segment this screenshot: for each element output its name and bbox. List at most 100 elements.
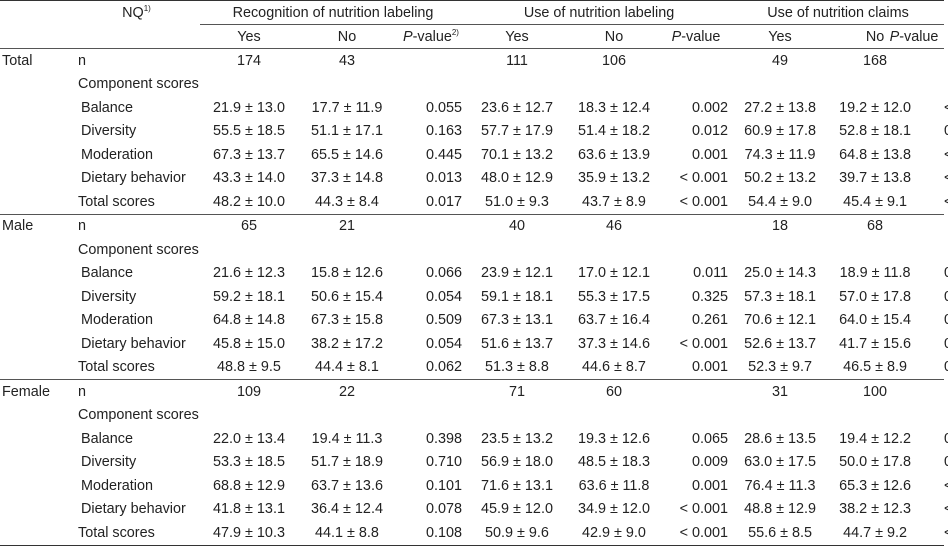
group-label: Female <box>0 379 73 404</box>
n-label: n <box>73 379 200 404</box>
score-cell: 51.3 ± 8.8 <box>485 359 549 376</box>
score-cell: 44.7 ± 9.2 <box>828 521 923 546</box>
score-cell: 36.4 ± 12.4 <box>311 501 383 518</box>
n-row: Female n 109 22 71 60 31 100 <box>0 379 945 404</box>
score-cell: 64.8 ± 13.8 <box>839 146 911 163</box>
group-label: Male <box>0 213 73 238</box>
p-value-cell: 0.325 <box>692 288 729 305</box>
table-row: Diversity 59.2 ± 18.1 50.6 ± 15.4 0.054 59.1… <box>0 285 948 309</box>
n-value: 168 <box>863 52 888 69</box>
score-cell: 19.4 ± 11.3 <box>311 430 383 447</box>
score-cell: 76.4 ± 11.3 <box>744 477 816 494</box>
score-cell: 63.7 ± 13.6 <box>311 477 383 494</box>
score-cell: 18.3 ± 12.4 <box>578 99 650 116</box>
n-label: n <box>73 213 200 238</box>
score-cell: 51.0 ± 9.3 <box>485 193 549 210</box>
row-label: Diversity <box>81 123 137 140</box>
p-value-cell: < 0.001 <box>679 335 729 352</box>
n-value: 49 <box>772 52 789 69</box>
p-value-cell: 0.445 <box>425 146 462 163</box>
p-value-cell: 0.398 <box>425 430 462 447</box>
p-value-cell: 0.019 <box>944 356 948 380</box>
row-label: Moderation <box>81 146 153 163</box>
score-cell: 19.4 ± 12.2 <box>839 430 911 447</box>
n-value: 100 <box>828 379 923 404</box>
row-label: Balance <box>81 99 134 116</box>
p-value-cell: 0.710 <box>425 454 462 471</box>
p-value-cell: 0.078 <box>425 501 462 518</box>
score-cell: 44.1 ± 8.8 <box>298 521 396 546</box>
row-label: Total scores <box>73 521 200 546</box>
component-scores-row: Component scores <box>0 404 944 428</box>
score-cell: 47.9 ± 10.3 <box>200 521 298 546</box>
score-cell: 48.2 ± 10.0 <box>213 193 285 210</box>
p-value-cell: < 0.001 <box>944 143 948 167</box>
score-cell: 34.9 ± 12.0 <box>578 501 650 518</box>
yes-header: Yes <box>466 24 568 49</box>
n-value: 21 <box>298 213 396 238</box>
score-cell: 44.4 ± 8.1 <box>315 359 379 376</box>
score-cell: 52.3 ± 9.7 <box>748 359 812 376</box>
score-cell: 23.5 ± 13.2 <box>481 430 553 447</box>
n-value: 71 <box>466 379 568 404</box>
group-header-use-labeling: Use of nutrition labeling <box>466 0 733 25</box>
n-value: 174 <box>236 52 261 69</box>
score-cell: 38.2 ± 12.3 <box>839 501 911 518</box>
n-value: 22 <box>298 379 396 404</box>
score-cell: 71.6 ± 13.1 <box>481 477 553 494</box>
score-cell: 27.2 ± 13.8 <box>744 99 816 116</box>
yes-header: Yes <box>200 24 298 49</box>
score-cell: 39.7 ± 13.8 <box>839 170 911 187</box>
score-cell: 52.6 ± 13.7 <box>744 335 816 352</box>
n-value: 60 <box>568 379 660 404</box>
n-value: 109 <box>200 379 298 404</box>
p-value-cell: 0.261 <box>692 312 729 329</box>
p-value-cell: < 0.001 <box>679 501 729 518</box>
p-value-cell: < 0.001 <box>944 474 948 498</box>
p-value-cell: < 0.001 <box>944 167 948 191</box>
table-row: Diversity 55.5 ± 18.5 51.1 ± 17.1 0.163 57.7… <box>0 120 948 144</box>
row-label: Total scores <box>78 193 155 210</box>
p-value-cell: 0.067 <box>944 262 948 286</box>
total-row: Total scores 48.8 ± 9.5 44.4 ± 8.1 0.062 51.… <box>0 356 948 380</box>
n-row: Total n 174 43 111 106 49 168 <box>0 49 944 73</box>
n-value: 68 <box>828 213 923 238</box>
n-value: 46 <box>568 213 660 238</box>
score-cell: 48.0 ± 12.9 <box>481 170 553 187</box>
p-value-cell: 0.011 <box>693 265 729 282</box>
score-cell: 63.7 ± 16.4 <box>578 312 650 329</box>
p-value-cell: 0.002 <box>692 99 729 116</box>
row-label: Total scores <box>78 359 155 376</box>
p-value-cell: 0.013 <box>425 170 462 187</box>
p-value-cell: 0.001 <box>692 359 729 376</box>
n-value: 43 <box>338 52 355 69</box>
score-cell: 21.9 ± 13.0 <box>213 99 285 116</box>
nq-header: NQ1) <box>73 0 200 25</box>
p-value-cell: < 0.001 <box>679 170 729 187</box>
p-value-cell: 0.097 <box>944 309 948 333</box>
row-label: Moderation <box>81 312 153 329</box>
group-header-recognition: Recognition of nutrition labeling <box>200 0 466 25</box>
p-value-cell: 0.163 <box>425 123 462 140</box>
p-value-cell: 0.062 <box>425 359 462 376</box>
header-row-subcols: Yes No P-value2) Yes No P-value Yes No P… <box>0 24 945 49</box>
n-value: 65 <box>200 213 298 238</box>
score-cell: 53.3 ± 18.5 <box>213 454 285 471</box>
p-value-cell: 0.001 <box>692 146 729 163</box>
score-cell: 50.9 ± 9.6 <box>466 521 568 546</box>
score-cell: 19.2 ± 12.0 <box>839 99 911 116</box>
row-label: Diversity <box>81 454 137 471</box>
score-cell: 50.2 ± 13.2 <box>744 170 816 187</box>
p-value-cell: 0.012 <box>692 123 729 140</box>
score-cell: 59.1 ± 18.1 <box>481 288 553 305</box>
score-cell: 64.8 ± 14.8 <box>213 312 285 329</box>
score-cell: 51.6 ± 13.7 <box>481 335 553 352</box>
score-cell: 68.8 ± 12.9 <box>213 477 285 494</box>
score-cell: 70.1 ± 13.2 <box>481 146 553 163</box>
p-value-cell: 0.001 <box>944 427 948 451</box>
p-value-cell: 0.066 <box>425 265 462 282</box>
score-cell: 35.9 ± 13.2 <box>578 170 650 187</box>
p-value-cell: 0.001 <box>692 477 729 494</box>
score-cell: 48.8 ± 12.9 <box>744 501 816 518</box>
score-cell: 23.6 ± 12.7 <box>481 99 553 116</box>
